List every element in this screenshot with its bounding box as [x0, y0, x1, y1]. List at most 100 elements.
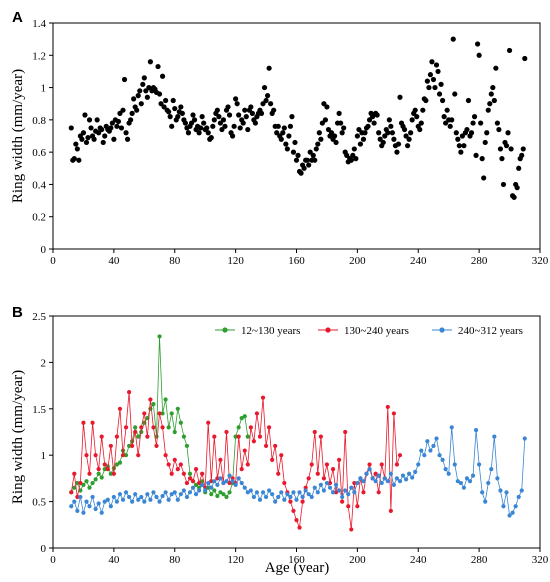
panel-b-series-point [193, 482, 199, 487]
panel-a-point [436, 91, 443, 97]
panel-b-y-tick-label: 2 [41, 357, 47, 369]
panel-b-series-point [172, 490, 177, 495]
panel-b-series-point [69, 504, 74, 509]
panel-b-series-point [279, 490, 284, 495]
panel-b-series-point [84, 479, 89, 484]
panel-a-point [121, 76, 128, 83]
panel-a-point [357, 141, 364, 147]
panel-b-series-point [306, 492, 311, 497]
panel-b-series-point [260, 490, 266, 495]
panel-a-point [388, 123, 394, 129]
panel-b-series-point [72, 485, 77, 490]
panel-b-series-point [373, 471, 378, 476]
panel-a-point [156, 91, 163, 97]
panel-b-series-point [431, 443, 436, 449]
panel-a-point [295, 152, 301, 158]
panel-a-point [204, 125, 210, 131]
panel-b-series-point [90, 480, 95, 486]
panel-a-point [74, 146, 80, 152]
panel-a-point [175, 114, 181, 120]
panel-a-point [348, 157, 354, 163]
panel-a-point [447, 123, 453, 129]
panel-b-series-point [251, 439, 256, 444]
panel-b-series-point [212, 488, 217, 493]
panel-b-series-point [355, 480, 360, 486]
panel-b-series-point [221, 492, 226, 497]
panel-a-point [252, 120, 259, 126]
panel-b-x-tick-label: 40 [108, 554, 120, 566]
panel-b-series-point [145, 434, 150, 439]
panel-a-point [205, 130, 211, 136]
panel-b-series-point [87, 504, 92, 509]
panel-a-point [365, 123, 371, 129]
panel-b-series-point [394, 476, 400, 481]
panel-a-point [319, 120, 325, 126]
panel-a-x-tick-label: 320 [532, 255, 549, 267]
panel-b-series-point [154, 443, 159, 449]
panel-b-series-point [291, 508, 296, 513]
panel-b-series-point [87, 485, 92, 490]
panel-a-point [406, 136, 412, 142]
panel-a-point [217, 120, 224, 126]
panel-a-point [306, 162, 312, 168]
panel-b-series-point [242, 448, 247, 453]
panel-b-series-point [206, 420, 211, 425]
panel-a-points [68, 36, 528, 200]
panel-b-series-point [489, 467, 494, 472]
panel-a-point [71, 156, 77, 162]
panel-b-series-point [160, 493, 165, 499]
panel-b-x-tick-label: 200 [349, 554, 366, 566]
panel-b-series-point [263, 443, 269, 449]
panel-b-series-point [382, 476, 387, 481]
panel-a-point [452, 91, 458, 97]
panel-a-x-tick-label: 160 [288, 255, 305, 267]
panel-b-series-point [120, 497, 126, 502]
panel-b-series-point [81, 482, 86, 487]
panel-b-series-point [75, 494, 80, 500]
panel-a-point [408, 130, 414, 136]
panel-b-series-point [93, 506, 98, 512]
panel-a-point [131, 96, 137, 102]
panel-a-point [191, 117, 198, 123]
panel-b-series-point [111, 494, 116, 500]
panel-a-point [220, 117, 227, 123]
panel-b-series-point [385, 404, 390, 410]
panel-a-point [120, 107, 126, 113]
panel-b-series-point [315, 490, 320, 495]
panel-b-series-point [96, 467, 101, 472]
panel-b-series-point [388, 508, 393, 513]
panel-b-series-point [340, 499, 345, 504]
panel-b-series-point [190, 479, 196, 484]
panel-a-point [275, 123, 281, 129]
panel-a-point [289, 114, 295, 120]
panel-b-plot-frame [52, 315, 541, 549]
panel-a-point [268, 101, 274, 107]
panel-b-series-point [312, 429, 317, 435]
panel-a-point [124, 136, 131, 142]
panel-a-point [166, 109, 172, 115]
panel-b-series-point [358, 476, 363, 481]
panel-b-series-point [206, 480, 211, 486]
panel-b-series-point [507, 513, 512, 518]
panel-a-point [216, 114, 222, 120]
legend-label: 12~130 years [241, 325, 300, 337]
panel-b-series-point [84, 453, 89, 458]
panel-a-point [83, 139, 90, 146]
panel-b-series-point [239, 467, 244, 472]
panel-a-point [432, 84, 438, 91]
panel-a-point [278, 136, 284, 142]
panel-b-series-point [495, 476, 500, 481]
panel-a-point [188, 120, 195, 126]
legend-label: 240~312 years [458, 325, 523, 337]
panel-b-series-point [516, 494, 521, 500]
panel-b-series-point [78, 480, 83, 486]
panel-a-point [493, 65, 499, 71]
panel-a-point [324, 104, 330, 110]
panel-a-point [444, 107, 450, 113]
panel-a-point [155, 63, 161, 70]
panel-b-series-point [376, 490, 381, 495]
panel-a-point [144, 94, 150, 100]
panel-b-series-point [461, 485, 467, 490]
panel-a-point [479, 156, 485, 162]
panel-a-point [435, 68, 441, 75]
